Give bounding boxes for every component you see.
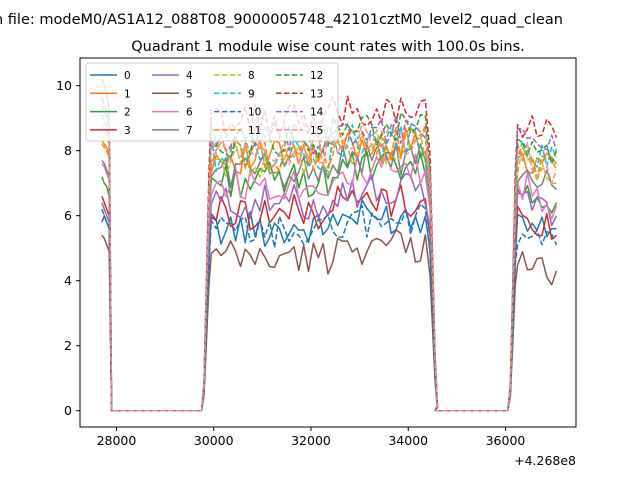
legend-label-15: 15 (310, 125, 323, 137)
legend-label-12: 12 (310, 70, 323, 82)
y-tick-label: 10 (56, 78, 72, 93)
y-axis: 0 2 4 6 8 10 (56, 78, 80, 418)
legend-label-1: 1 (124, 88, 131, 100)
chart-title: Quadrant 1 module wise count rates with … (131, 39, 525, 55)
legend-label-8: 8 (248, 70, 255, 82)
legend-label-9: 9 (248, 88, 255, 100)
legend-label-7: 7 (186, 125, 193, 137)
x-tick-label: 36000 (486, 433, 526, 448)
legend-label-5: 5 (186, 88, 193, 100)
legend-label-4: 4 (186, 70, 193, 82)
legend-label-10: 10 (248, 107, 261, 119)
x-tick-label: 32000 (291, 433, 331, 448)
legend-label-2: 2 (124, 107, 131, 119)
legend-label-13: 13 (310, 88, 323, 100)
y-tick-label: 4 (64, 273, 72, 288)
legend-label-3: 3 (124, 125, 131, 137)
x-tick-label: 30000 (194, 433, 234, 448)
x-axis-offset-label: +4.268e8 (514, 453, 576, 468)
y-tick-label: 8 (64, 143, 72, 158)
y-tick-label: 0 (64, 403, 72, 418)
legend-box (85, 62, 339, 142)
legend-label-6: 6 (186, 107, 193, 119)
x-tick-label: 28000 (97, 433, 137, 448)
legend-label-11: 11 (248, 125, 261, 137)
y-tick-label: 2 (64, 338, 72, 353)
legend-label-0: 0 (124, 70, 131, 82)
x-tick-label: 34000 (388, 433, 428, 448)
y-tick-label: 6 (64, 208, 72, 223)
plot-frame (79, 57, 577, 428)
x-axis: 28000 30000 32000 34000 36000 (97, 427, 526, 448)
legend-label-14: 14 (310, 107, 324, 119)
figure-suptitle: n file: modeM0/AS1A12_088T08_9000005748_… (0, 12, 563, 28)
